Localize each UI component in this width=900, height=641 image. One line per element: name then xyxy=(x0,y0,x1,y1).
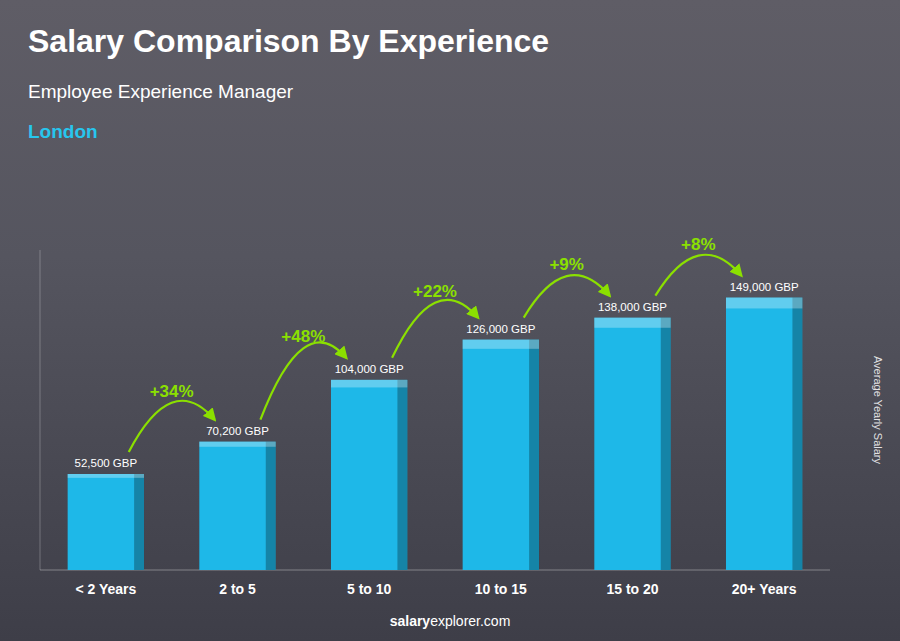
x-tick-label: 5 to 10 xyxy=(347,581,392,597)
bar-highlight xyxy=(594,318,670,328)
change-arrow xyxy=(524,275,610,317)
bar xyxy=(199,442,275,570)
x-tick-label: 20+ Years xyxy=(732,581,797,597)
bar xyxy=(726,298,802,570)
bar xyxy=(331,380,407,570)
x-tick-label: 15 to 20 xyxy=(606,581,658,597)
change-arrow xyxy=(655,255,741,296)
bar-shade xyxy=(266,442,276,570)
chart: Salary Comparison By Experience Employee … xyxy=(0,0,900,641)
x-tick-label: 10 to 15 xyxy=(475,581,527,597)
bar xyxy=(68,474,144,570)
data-label: 104,000 GBP xyxy=(335,363,404,375)
bar-shade xyxy=(529,340,539,570)
title: Salary Comparison By Experience xyxy=(28,23,549,59)
y-axis-label: Average Yearly Salary xyxy=(872,356,884,465)
data-label: 70,200 GBP xyxy=(206,425,269,437)
footer-part: explorer.com xyxy=(430,613,510,629)
bar xyxy=(463,340,539,570)
y-axis-line xyxy=(40,250,41,570)
city: London xyxy=(28,121,98,142)
pct-change: +48% xyxy=(281,327,325,346)
footer: salaryexplorer.com xyxy=(390,613,511,629)
change-arrow xyxy=(129,401,215,452)
footer-part: salary xyxy=(390,613,431,629)
change-arrow xyxy=(392,300,478,358)
bar-highlight xyxy=(68,474,144,478)
change-arrow xyxy=(260,342,346,419)
bar-highlight xyxy=(726,298,802,309)
pct-change: +34% xyxy=(150,382,194,401)
bar-shade xyxy=(661,318,671,570)
pct-change: +8% xyxy=(681,235,716,254)
data-label: 149,000 GBP xyxy=(730,281,799,293)
bar-highlight xyxy=(199,442,275,447)
bar-shade xyxy=(792,298,802,570)
data-label: 138,000 GBP xyxy=(598,301,667,313)
bars xyxy=(68,298,803,570)
x-tick-label: 2 to 5 xyxy=(219,581,256,597)
bar-highlight xyxy=(463,340,539,349)
bar-shade xyxy=(397,380,407,570)
pct-change: +9% xyxy=(549,255,584,274)
bar-shade xyxy=(134,474,144,570)
subtitle: Employee Experience Manager xyxy=(28,81,294,102)
pct-change: +22% xyxy=(413,282,457,301)
data-label: 52,500 GBP xyxy=(75,457,138,469)
x-tick-label: < 2 Years xyxy=(75,581,136,597)
x-axis-line xyxy=(40,570,830,571)
bar xyxy=(594,318,670,570)
bar-highlight xyxy=(331,380,407,388)
data-label: 126,000 GBP xyxy=(466,323,535,335)
